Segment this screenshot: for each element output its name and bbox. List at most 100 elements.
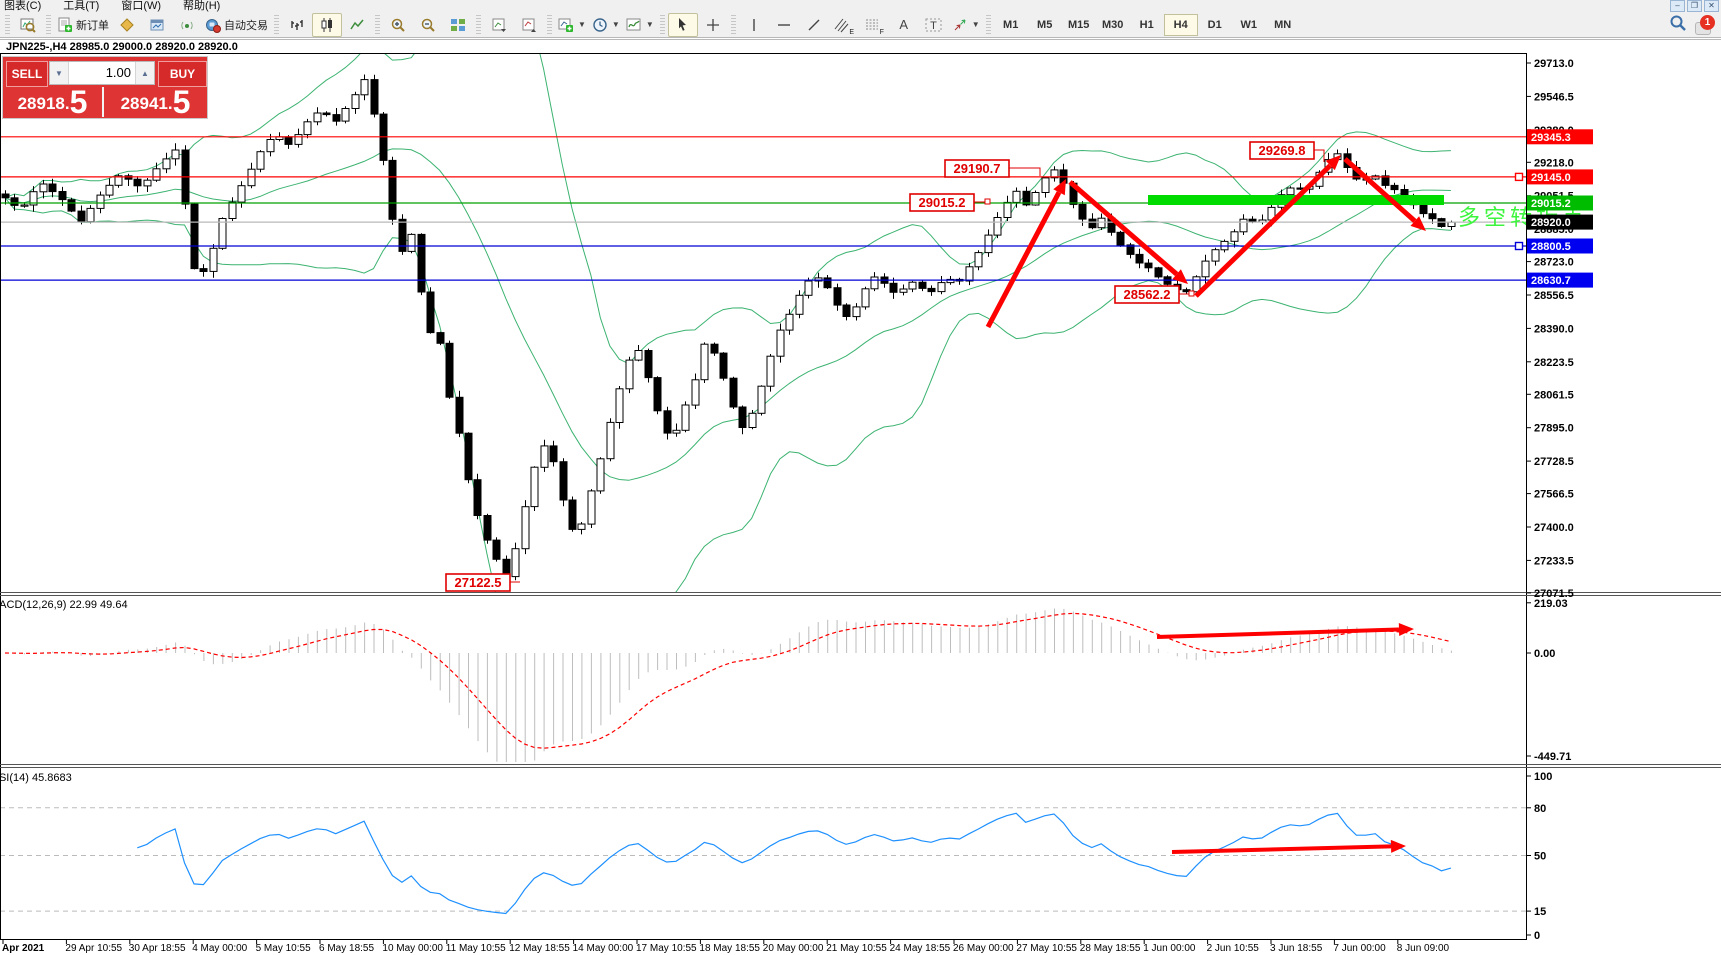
tf-m1-button[interactable]: M1	[1003, 18, 1019, 31]
line-chart-button[interactable]	[342, 13, 372, 37]
indicators-button[interactable]: ▼	[623, 13, 657, 37]
search-icon[interactable]	[1669, 14, 1687, 37]
svg-text:28061.5: 28061.5	[1534, 389, 1574, 401]
svg-text:28723.0: 28723.0	[1534, 257, 1574, 269]
toolbar-grip	[5, 14, 10, 35]
trendline-tool-button[interactable]	[799, 13, 829, 37]
menu-tools[interactable]: 工具(T)	[63, 0, 100, 12]
brush-button[interactable]	[112, 13, 142, 37]
svg-text:2 Jun 10:55: 2 Jun 10:55	[1207, 943, 1260, 954]
tf-h1-button[interactable]: H1	[1139, 18, 1154, 31]
tf-m15-button[interactable]: M15	[1067, 18, 1090, 31]
svg-text:-449.71: -449.71	[1534, 751, 1571, 763]
new-order-button[interactable]: 新订单	[54, 13, 112, 37]
buy-price-frac: 5	[172, 84, 191, 120]
svg-text:3 Jun 18:55: 3 Jun 18:55	[1270, 943, 1323, 954]
new-order-icon	[57, 17, 73, 33]
fibonacci-tool-button[interactable]: F	[859, 13, 889, 37]
toolbar-right-cluster: 1	[1669, 14, 1715, 37]
volume-decrement-button[interactable]: ▼	[50, 62, 69, 84]
chart-magnifier-icon	[20, 17, 36, 33]
line-chart-icon	[349, 17, 365, 33]
symbol-search-button[interactable]	[13, 13, 43, 37]
tf-w1-button[interactable]: W1	[1240, 18, 1257, 31]
svg-text:28223.5: 28223.5	[1534, 357, 1574, 369]
toolbar: 新订单 自动交易 ▼ ▼	[0, 12, 1721, 38]
svg-text:28920.0: 28920.0	[1531, 217, 1571, 229]
new-chart-button[interactable]: ▼	[555, 13, 589, 37]
candlestick-chart-button[interactable]	[312, 12, 342, 37]
label-tool-button[interactable]: T	[919, 13, 949, 37]
bar-chart-button[interactable]	[282, 13, 312, 37]
volume-spinner: ▼ 1.00 ▲	[49, 61, 155, 85]
channel-icon	[833, 17, 849, 33]
svg-text:80: 80	[1534, 803, 1546, 815]
volume-increment-button[interactable]: ▲	[135, 62, 154, 84]
menu-chart[interactable]: 图表(C)	[4, 0, 42, 12]
cursor-tool-button[interactable]	[667, 12, 698, 37]
svg-text:26 May 00:00: 26 May 00:00	[953, 943, 1014, 954]
tf-h4-button[interactable]: H4	[1163, 13, 1198, 36]
profiles-button[interactable]	[514, 13, 544, 37]
svg-text:8 Jun 09:00: 8 Jun 09:00	[1397, 943, 1450, 954]
autotrading-label: 自动交易	[224, 19, 268, 32]
toolbar-grip	[476, 14, 481, 35]
svg-text:12 May 18:55: 12 May 18:55	[509, 943, 570, 954]
svg-text:29190.7: 29190.7	[954, 161, 1001, 176]
tf-m5-button[interactable]: M5	[1037, 18, 1053, 31]
svg-text:T: T	[930, 20, 937, 32]
chart-window-icon	[149, 17, 165, 33]
tile-windows-button[interactable]	[443, 13, 473, 37]
svg-text:17 May 10:55: 17 May 10:55	[636, 943, 697, 954]
text-tool-button[interactable]: A	[889, 13, 919, 37]
chart-window-button[interactable]	[142, 13, 172, 37]
svg-text:6 May 18:55: 6 May 18:55	[319, 943, 374, 954]
sell-button[interactable]: SELL	[6, 61, 48, 87]
svg-text:28800.5: 28800.5	[1531, 241, 1571, 253]
profiles-icon	[521, 17, 537, 33]
buy-price[interactable]: 28941. 5	[104, 84, 207, 120]
arrows-tool-button[interactable]: ▼	[949, 13, 983, 37]
buy-button[interactable]: BUY	[158, 61, 207, 87]
volume-input[interactable]: 1.00	[105, 65, 131, 80]
crosshair-icon	[705, 17, 721, 33]
close-button[interactable]: ✕	[1704, 0, 1719, 12]
brush-icon	[119, 17, 135, 33]
svg-text:29 Apr 10:55: 29 Apr 10:55	[65, 943, 122, 954]
minimize-button[interactable]: –	[1670, 0, 1685, 12]
tf-mn-button[interactable]: MN	[1274, 18, 1292, 31]
svg-text:28630.7: 28630.7	[1531, 275, 1571, 287]
autotrading-button[interactable]: 自动交易	[202, 13, 271, 37]
zoom-in-button[interactable]	[383, 13, 413, 37]
window-controls: – ❐ ✕	[1670, 0, 1719, 12]
svg-text:29345.3: 29345.3	[1531, 132, 1571, 144]
menu-window[interactable]: 窗口(W)	[121, 0, 162, 12]
new-chart-icon	[558, 17, 574, 33]
fibo-sub-label: F	[879, 28, 884, 36]
notification-icon[interactable]: 1	[1695, 14, 1715, 35]
period-button[interactable]: ▼	[589, 13, 623, 37]
sell-price[interactable]: 28918. 5	[3, 86, 104, 118]
signal-button[interactable]	[172, 13, 202, 37]
templates-icon	[491, 17, 507, 33]
svg-text:27 May 10:55: 27 May 10:55	[1016, 943, 1077, 954]
chart-title: JPN225-,H4 28985.0 29000.0 28920.0 28920…	[6, 41, 238, 53]
channel-tool-button[interactable]: E	[829, 13, 859, 37]
tf-m30-button[interactable]: M30	[1101, 18, 1124, 31]
svg-text:10 May 00:00: 10 May 00:00	[382, 943, 443, 954]
svg-text:27400.0: 27400.0	[1534, 522, 1574, 534]
zoom-out-button[interactable]	[413, 13, 443, 37]
templates-button[interactable]	[484, 13, 514, 37]
tf-d1-button[interactable]: D1	[1207, 18, 1222, 31]
restore-button[interactable]: ❐	[1687, 0, 1702, 12]
toolbar-grip	[659, 14, 665, 35]
svg-text:7 Jun 00:00: 7 Jun 00:00	[1333, 943, 1386, 954]
crosshair-tool-button[interactable]	[698, 13, 728, 37]
vertical-line-tool-button[interactable]	[739, 13, 769, 37]
fibonacci-icon	[864, 17, 880, 33]
svg-text:219.03: 219.03	[1534, 598, 1568, 610]
horizontal-line-tool-button[interactable]	[769, 13, 799, 37]
menu-help[interactable]: 帮助(H)	[183, 0, 221, 12]
svg-text:29145.0: 29145.0	[1531, 172, 1571, 184]
